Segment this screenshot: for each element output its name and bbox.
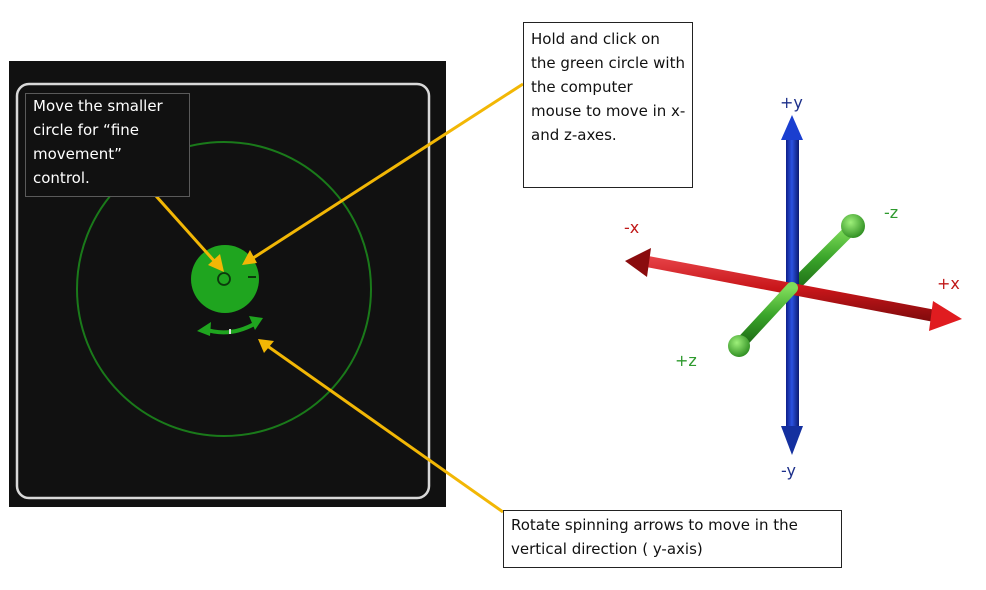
axis-label-neg-x: -x: [624, 218, 640, 237]
axis-label-pos-z: +z: [675, 351, 697, 370]
callout-fine-movement: Move the smaller circle for “fine moveme…: [25, 93, 190, 197]
rotate-arrows-icon[interactable]: [197, 316, 263, 336]
axis-label-neg-y: -y: [781, 461, 796, 480]
panel-frame: [15, 82, 431, 500]
z-axis-front: [728, 282, 798, 357]
fine-control-circle[interactable]: [217, 272, 231, 286]
callout-hold-click: Hold and click on the green circle with …: [523, 22, 693, 188]
axis-label-pos-y: +y: [780, 93, 803, 112]
axis-label-pos-x: +x: [937, 274, 960, 293]
pointer-fine-movement-head: [208, 254, 224, 272]
axis-gizmo: [625, 115, 962, 455]
pointer-arrows: [137, 82, 524, 514]
pointer-hold-click-head: [242, 250, 257, 265]
pointer-hold-click: [249, 82, 524, 262]
axis-label-neg-z: -z: [884, 203, 899, 222]
pointer-rotate: [265, 343, 504, 514]
pointer-rotate-head: [258, 339, 274, 353]
outer-movement-ring: [76, 141, 372, 437]
circle-marker: [248, 276, 256, 278]
green-move-circle[interactable]: [191, 245, 259, 313]
z-axis-back: [786, 214, 865, 294]
callout-rotate: Rotate spinning arrows to move in the ve…: [503, 510, 842, 568]
